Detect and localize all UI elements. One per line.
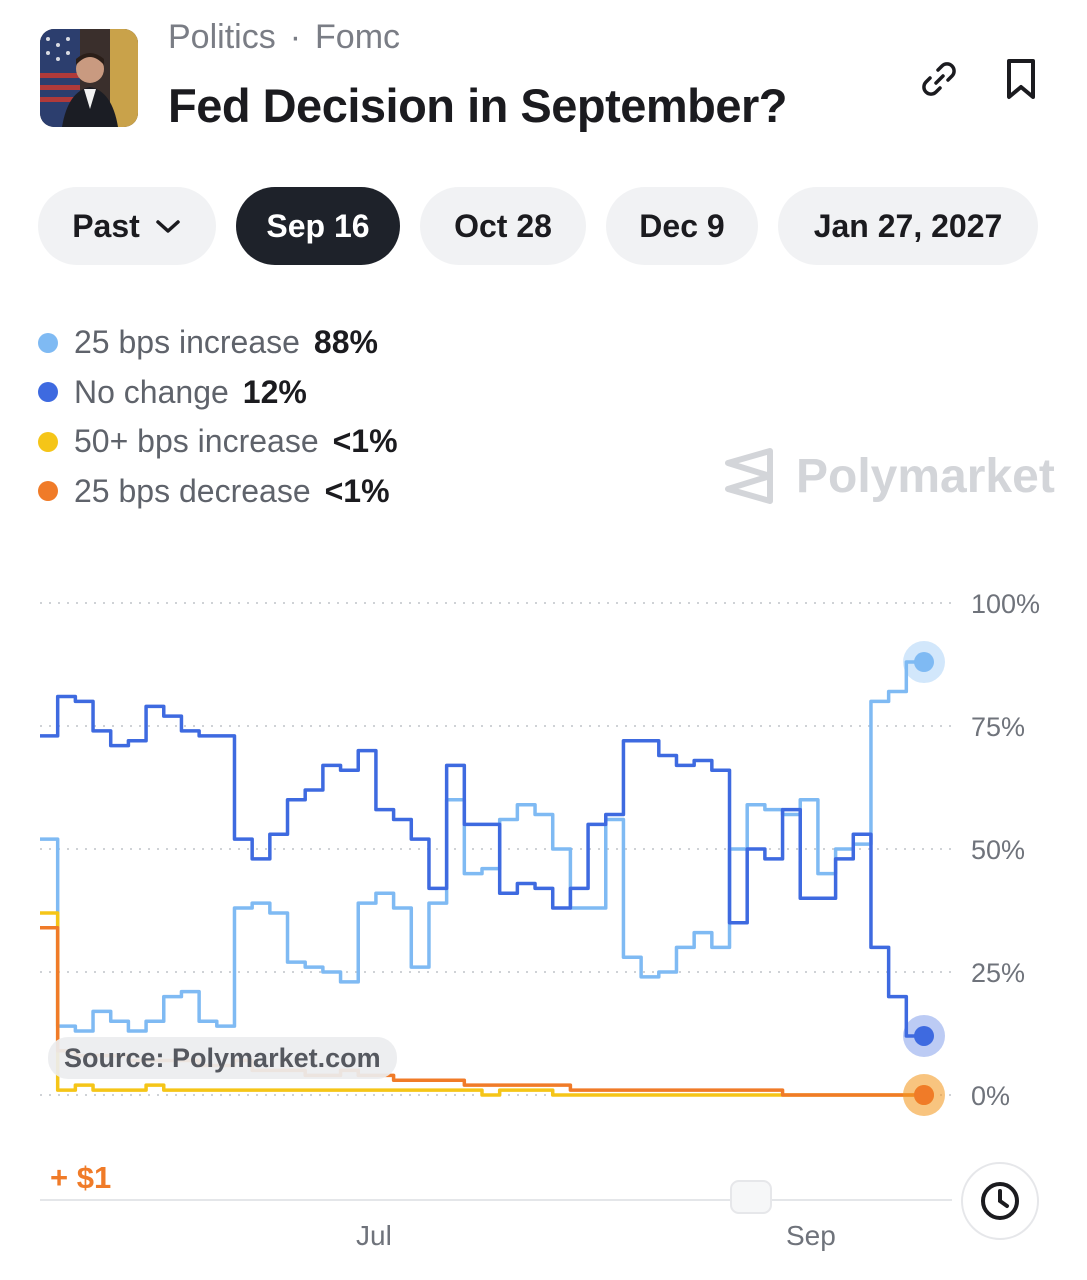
bookmark-icon — [1007, 59, 1035, 99]
chart-legend: 25 bps increase 88% No change 12% 50+ bp… — [38, 318, 398, 516]
watermark-text: Polymarket — [796, 449, 1055, 503]
y-tick-label: 75% — [971, 712, 1025, 742]
legend-value: 88% — [313, 324, 378, 361]
y-tick-label: 0% — [971, 1081, 1010, 1111]
bookmark-button[interactable] — [996, 54, 1046, 104]
market-thumbnail — [40, 29, 138, 127]
breadcrumb-separator: · — [289, 18, 302, 56]
series-line-25-bps-increase — [40, 660, 924, 1033]
series-line-50-bps-increase — [40, 911, 924, 1097]
copy-link-button[interactable] — [914, 54, 964, 104]
source-label: Source: Polymarket.com — [48, 1037, 397, 1079]
series-end-point — [914, 652, 934, 673]
tab-past-label: Past — [72, 207, 140, 244]
tab-oct-28[interactable]: Oct 28 — [420, 187, 586, 265]
history-button[interactable] — [961, 1162, 1039, 1240]
tab-past[interactable]: Past — [38, 187, 216, 265]
legend-label: 25 bps increase — [74, 324, 300, 361]
y-axis-ticks: 100% 75% 50% 25% 0% — [971, 589, 1040, 1111]
series-end-point — [914, 1085, 934, 1105]
x-tick-label: Jul — [356, 1220, 392, 1251]
x-tick-label: Sep — [786, 1220, 836, 1251]
legend-label: 50+ bps increase — [74, 423, 319, 460]
y-tick-label: 50% — [971, 835, 1025, 865]
tab-label: Dec 9 — [639, 207, 725, 244]
bonus-label: + $1 — [50, 1160, 112, 1195]
probability-chart[interactable]: 100% 75% 50% 25% 0% — [0, 560, 1087, 1120]
grid-lines — [40, 602, 952, 1096]
time-scrubber-handle[interactable] — [730, 1180, 772, 1214]
legend-item: 25 bps increase 88% — [38, 318, 398, 368]
breadcrumb: Politics · Fomc — [168, 18, 400, 57]
tab-label: Jan 27, 2027 — [813, 207, 1003, 244]
legend-value: <1% — [332, 423, 398, 460]
legend-value: <1% — [324, 472, 390, 509]
end-markers — [903, 641, 945, 1116]
tab-jan-27-2027[interactable]: Jan 27, 2027 — [778, 187, 1038, 265]
link-icon — [922, 62, 956, 96]
clock-icon — [981, 1182, 1019, 1220]
legend-item: No change 12% — [38, 368, 398, 418]
legend-item: 25 bps decrease <1% — [38, 467, 398, 517]
legend-dot — [38, 332, 58, 353]
tab-label: Oct 28 — [454, 207, 552, 244]
tab-sep-16[interactable]: Sep 16 — [236, 187, 400, 265]
polymarket-logo-icon — [725, 448, 773, 504]
polymarket-watermark: Polymarket — [724, 447, 1055, 505]
legend-value: 12% — [242, 373, 307, 410]
page-title: Fed Decision in September? — [168, 79, 788, 132]
legend-dot — [38, 382, 58, 403]
legend-label: 25 bps decrease — [74, 472, 311, 509]
legend-dot — [38, 431, 58, 452]
y-tick-label: 25% — [971, 958, 1025, 988]
breadcrumb-subcategory[interactable]: Fomc — [315, 18, 401, 56]
chevron-down-icon — [156, 220, 180, 233]
legend-item: 50+ bps increase <1% — [38, 417, 398, 467]
legend-label: No change — [74, 373, 229, 410]
tab-dec-9[interactable]: Dec 9 — [606, 187, 758, 265]
time-scrubber-track[interactable] — [40, 1199, 952, 1201]
tab-label: Sep 16 — [266, 207, 370, 244]
series-line-no-change — [40, 694, 924, 1038]
legend-dot — [38, 481, 58, 502]
breadcrumb-category[interactable]: Politics — [168, 18, 276, 56]
series-end-point — [914, 1025, 934, 1046]
y-tick-label: 100% — [971, 589, 1040, 619]
